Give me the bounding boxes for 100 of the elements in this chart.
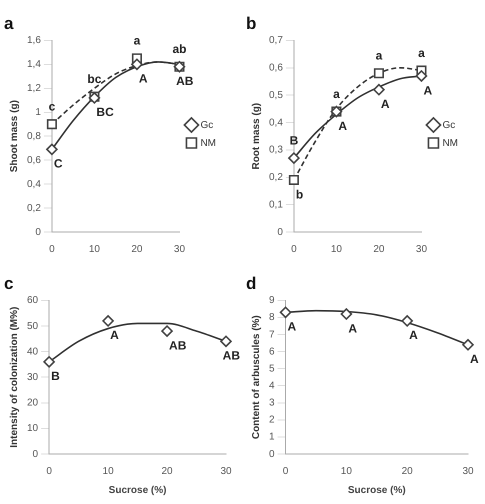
x-tick-label: 10 — [88, 244, 100, 255]
y-tick-label: 0 — [277, 226, 284, 238]
annotation: AB — [169, 338, 187, 352]
x-tick-label: 0 — [46, 466, 52, 477]
chart-title: c — [4, 274, 14, 293]
legend-label: Gc — [442, 120, 456, 131]
annotation: A — [138, 72, 148, 86]
point — [161, 325, 173, 337]
x-tick-label: 30 — [416, 244, 428, 255]
annotation: a — [418, 46, 426, 60]
y-tick-label: 2 — [269, 414, 275, 426]
y-tick-label: 0 — [269, 448, 275, 460]
annotation: bc — [87, 72, 102, 86]
x-tick-label: 30 — [174, 244, 186, 255]
annotation: a — [134, 34, 141, 48]
y-tick-label: 3 — [269, 398, 275, 409]
y-tick-label: 30 — [27, 372, 39, 383]
y-tick-label: 8 — [269, 312, 275, 324]
point — [280, 306, 292, 318]
annotation: B — [290, 133, 299, 148]
annotation: A — [470, 352, 479, 366]
y-tick-label: 60 — [27, 295, 39, 306]
y-tick-label: 1,2 — [26, 83, 42, 94]
point — [340, 308, 352, 320]
y-axis-title: Content of arbuscules (%) — [250, 315, 262, 440]
point — [288, 174, 299, 186]
legend-label: NM — [442, 138, 458, 149]
y-tick-label: 0,4 — [268, 117, 284, 128]
y-axis-title: Root mass (g) — [250, 102, 262, 170]
y-tick-label: 1 — [35, 107, 42, 118]
y-tick-label: 40 — [27, 346, 39, 358]
legend-label: Gc — [200, 120, 214, 131]
chart-title: a — [4, 14, 14, 33]
x-tick-label: 0 — [291, 244, 298, 255]
x-tick-label: 20 — [161, 466, 174, 477]
point — [46, 144, 58, 156]
x-tick-label: 10 — [340, 466, 352, 477]
y-tick-label: 0 — [32, 448, 39, 460]
x-tick-label: 10 — [330, 244, 342, 255]
y-tick-label: 0,7 — [268, 35, 284, 46]
annotation: BC — [96, 105, 114, 120]
y-tick-label: 0,3 — [268, 144, 284, 156]
point — [373, 84, 385, 96]
y-tick-label: 4 — [269, 380, 275, 392]
x-tick-label: 30 — [462, 466, 474, 477]
x-axis-title: Sucrose (%) — [108, 484, 166, 496]
x-tick-label: 20 — [402, 466, 414, 477]
x-tick-label: 0 — [49, 244, 56, 255]
x-tick-label: 20 — [373, 244, 385, 255]
y-tick-label: 9 — [269, 295, 275, 306]
annotation: a — [376, 48, 383, 63]
annotation: B — [51, 369, 60, 384]
annotation: A — [423, 83, 432, 98]
y-tick-label: 0,6 — [268, 62, 284, 74]
point — [220, 336, 232, 348]
annotation: A — [409, 328, 418, 342]
annotation: A — [348, 321, 358, 336]
annotation: C — [54, 156, 63, 171]
y-tick-label: 1,4 — [26, 59, 42, 70]
x-axis-title: Sucrose (%) — [348, 484, 406, 496]
y-tick-label: 0,8 — [26, 130, 42, 142]
y-tick-label: 0,2 — [268, 172, 284, 184]
y-tick-label: 0,1 — [268, 199, 284, 210]
point — [374, 68, 384, 78]
annotation: c — [48, 100, 56, 114]
annotation: A — [338, 118, 348, 133]
y-tick-label: 5 — [269, 363, 275, 374]
point — [131, 58, 143, 70]
y-tick-label: 1,6 — [26, 35, 42, 46]
y-tick-label: 50 — [27, 320, 39, 332]
annotation: a — [333, 86, 340, 101]
y-tick-label: 10 — [27, 423, 39, 434]
chart-title: d — [246, 274, 256, 293]
x-tick-label: 10 — [102, 466, 114, 477]
y-tick-label: 0 — [35, 226, 42, 238]
y-tick-label: 0,2 — [26, 202, 42, 214]
annotation: b — [296, 187, 304, 202]
y-tick-label: 0,6 — [26, 154, 42, 166]
y-tick-label: 20 — [27, 398, 39, 409]
point — [43, 356, 55, 368]
x-tick-label: 30 — [220, 466, 232, 477]
y-axis-title: Intensity of colonization (M%) — [8, 306, 20, 448]
y-axis-title: Shoot mass (g) — [8, 100, 20, 172]
annotation: A — [380, 96, 390, 111]
legend-label: NM — [200, 138, 216, 149]
annotation: AB — [176, 74, 194, 88]
point — [462, 338, 474, 351]
point — [416, 70, 428, 82]
point — [102, 315, 114, 327]
chart-title: b — [246, 14, 256, 33]
annotation: AB — [222, 348, 240, 363]
y-tick-label: 0,5 — [268, 90, 284, 101]
y-tick-label: 6 — [269, 346, 275, 358]
y-tick-label: 0,4 — [26, 178, 42, 190]
annotation: ab — [172, 42, 186, 56]
annotation: A — [288, 320, 297, 334]
y-tick-label: 7 — [269, 329, 275, 340]
point — [46, 119, 57, 130]
y-tick-label: 1 — [269, 432, 275, 443]
x-tick-label: 20 — [131, 244, 143, 255]
